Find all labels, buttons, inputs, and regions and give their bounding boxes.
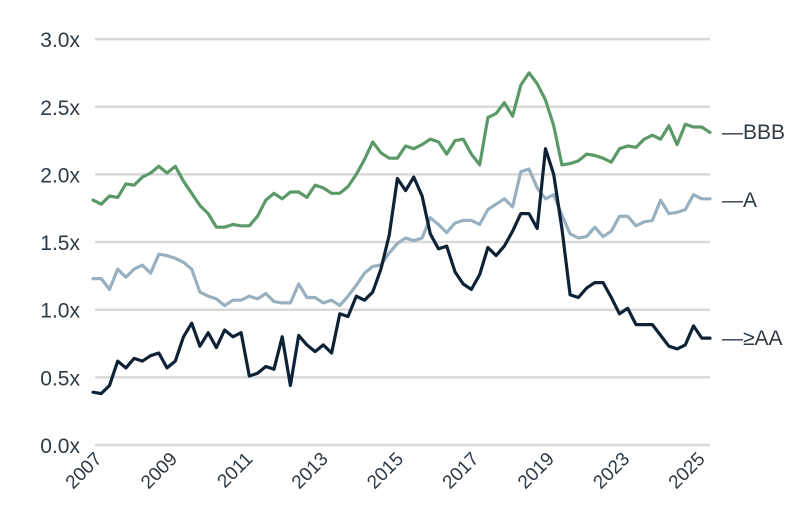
x-tick-label: 2023 (589, 449, 634, 494)
x-tick-label: 2013 (288, 449, 333, 494)
legend-label-bbb: —BBB (722, 121, 785, 144)
x-tick-label: 2017 (439, 449, 484, 494)
y-tick-label: 3.0x (40, 29, 80, 52)
y-tick-label: 0.5x (40, 367, 80, 390)
y-tick-label: 1.0x (40, 300, 80, 323)
x-axis-ticks: 2007 2009 2011 2013 2015 2017 2019 2023 2025 (62, 449, 710, 494)
x-tick-label: 2009 (137, 449, 182, 494)
x-tick-label: 2025 (665, 449, 710, 494)
y-tick-label: 2.5x (40, 97, 80, 120)
y-axis-ticks: 0.0x 0.5x 1.0x 1.5x 2.0x 2.5x 3.0x (40, 29, 80, 458)
legend-labels: —BBB —A —≥AA (722, 121, 785, 350)
y-tick-label: 1.5x (40, 232, 80, 255)
y-tick-label: 2.0x (40, 164, 80, 187)
x-tick-label: 2011 (214, 449, 258, 493)
gridlines (95, 37, 710, 447)
series-lines (91, 71, 712, 396)
y-tick-label: 0.0x (40, 435, 80, 458)
legend-label-a: —A (722, 189, 757, 212)
series-line-a (91, 167, 712, 308)
series-line-aa (91, 147, 712, 396)
series-line-bbb (91, 71, 712, 229)
legend-label-aa: —≥AA (722, 327, 783, 350)
x-tick-label: 2015 (363, 449, 408, 494)
x-tick-label: 2019 (514, 449, 559, 494)
